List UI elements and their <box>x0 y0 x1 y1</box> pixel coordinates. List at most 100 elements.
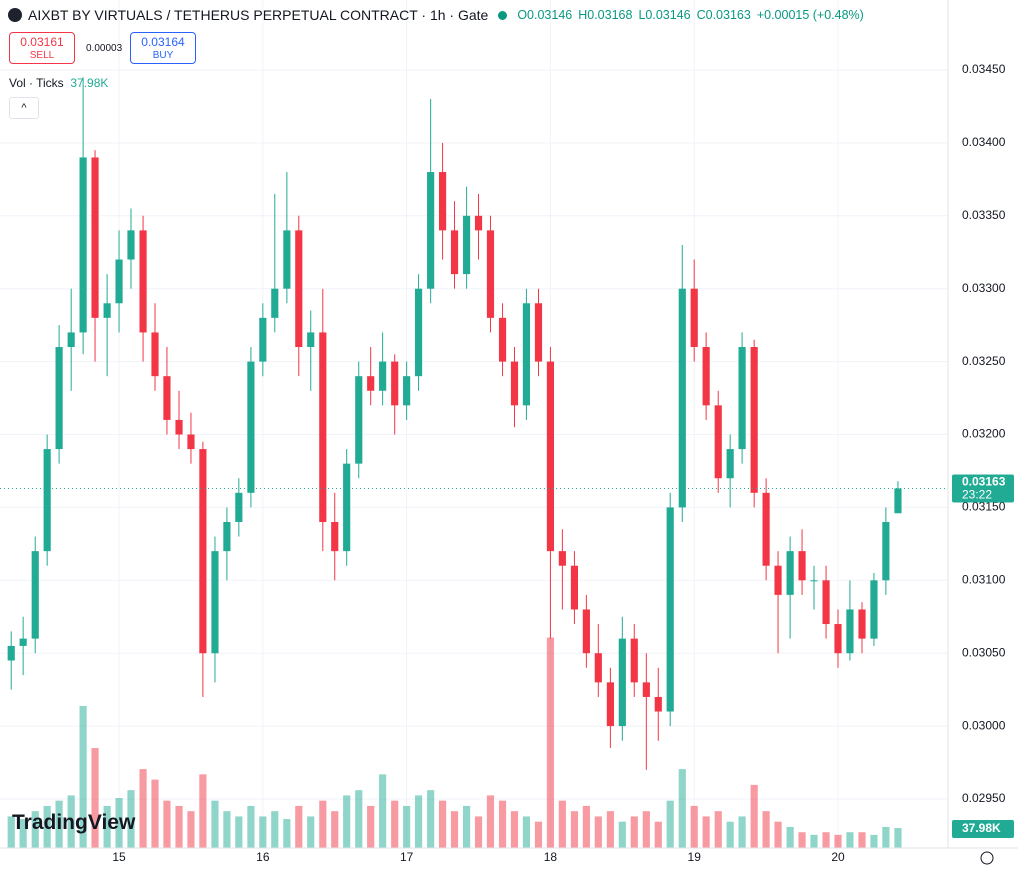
candle-body <box>439 172 447 231</box>
last-price-label: 0.03163 <box>962 475 1006 489</box>
y-tick-label: 0.03300 <box>962 281 1006 295</box>
volume-bar <box>534 821 543 848</box>
candle-body <box>690 288 698 348</box>
volume-bar <box>654 821 662 848</box>
candle-body <box>750 347 758 493</box>
volume-bar <box>211 800 219 848</box>
y-tick-label: 0.03400 <box>962 135 1006 149</box>
sell-button[interactable]: 0.03161 SELL <box>9 32 75 64</box>
candle-body <box>726 449 734 479</box>
candle-body <box>894 488 902 514</box>
volume-bar <box>331 811 339 848</box>
candle-body <box>427 172 435 289</box>
volume-legend: Vol · Ticks 37.98K <box>9 76 108 90</box>
volume-bar <box>486 795 495 848</box>
x-tick-label: 19 <box>688 850 702 864</box>
candle-body <box>546 361 555 552</box>
volume-bar <box>319 800 327 848</box>
volume-bar <box>570 811 579 848</box>
volume-bar <box>427 790 435 848</box>
volume-bar <box>31 811 39 848</box>
volume-bar <box>834 834 842 848</box>
volume-bar <box>498 800 507 848</box>
volume-bar <box>714 811 722 848</box>
candle-body <box>379 361 387 391</box>
buy-button[interactable]: 0.03164 BUY <box>130 32 196 64</box>
candle-body <box>714 405 722 479</box>
volume-bar <box>439 800 447 848</box>
volume-bar <box>798 832 806 848</box>
candle-body <box>762 492 770 566</box>
candle-body <box>403 376 411 406</box>
sell-label: SELL <box>29 50 55 61</box>
ohlc-high: H0.03168 <box>578 8 633 22</box>
candle-body <box>331 521 339 552</box>
volume-bar <box>690 805 698 848</box>
volume-bar <box>786 826 794 848</box>
header: AIXBT BY VIRTUALS / TETHERUS PERPETUAL C… <box>8 7 864 23</box>
volume-bar <box>283 819 291 848</box>
settings-icon[interactable] <box>980 851 994 865</box>
y-tick-label: 0.03050 <box>962 645 1006 659</box>
logo: TradingView <box>12 811 135 835</box>
ohlc-close: C0.03163 <box>696 8 751 22</box>
plot <box>0 0 948 848</box>
sell-price: 0.03161 <box>20 35 64 49</box>
volume-bar <box>187 811 195 848</box>
candle-body <box>414 288 423 377</box>
candle-body <box>283 230 291 289</box>
candle-body <box>103 303 111 318</box>
volume-bar <box>115 798 123 848</box>
x-tick-label: 15 <box>112 850 126 864</box>
volume-bar <box>247 805 255 848</box>
candle-body <box>235 492 243 522</box>
volume-bar <box>666 800 674 848</box>
volume-bar <box>223 811 231 848</box>
candle-body <box>271 288 279 318</box>
candle-body <box>307 332 315 348</box>
ohlc-low: L0.03146 <box>638 8 691 22</box>
y-tick-label: 0.03200 <box>962 427 1006 441</box>
logo-text: TradingView <box>12 811 136 834</box>
y-tick-label: 0.03000 <box>962 718 1006 732</box>
candle-body <box>355 376 363 464</box>
candle-body <box>486 230 495 318</box>
volume-bar <box>738 816 746 848</box>
candle-body <box>882 521 890 581</box>
countdown: 23:22 <box>962 488 992 502</box>
volume-bar <box>271 811 279 848</box>
candle-body <box>570 565 579 610</box>
volume-bar <box>91 748 99 848</box>
ohlc-change: +0.00015 (+0.48%) <box>756 8 864 22</box>
volume-bar <box>259 816 267 848</box>
candle-body <box>127 230 135 260</box>
candle-body <box>43 449 51 552</box>
volume-bar <box>43 805 51 848</box>
volume-bar <box>151 779 159 848</box>
candle-body <box>450 230 459 275</box>
candle-body <box>295 230 303 348</box>
volume-bar <box>295 805 303 848</box>
collapse-button[interactable]: ^ <box>9 97 39 119</box>
y-tick-label: 0.03250 <box>962 354 1006 368</box>
candle-body <box>654 696 662 712</box>
candle-body <box>774 565 782 595</box>
candle-body <box>786 551 794 595</box>
volume-bar <box>307 816 315 848</box>
volume-bar <box>858 832 866 848</box>
volume-bar <box>894 828 902 848</box>
candle-body <box>534 303 543 362</box>
candle-body <box>630 638 638 683</box>
volume-bar <box>163 800 171 848</box>
volume-bar <box>474 816 483 848</box>
candle-body <box>606 682 614 727</box>
candle-body <box>522 303 530 406</box>
candle-body <box>115 259 123 304</box>
buy-label: BUY <box>152 50 174 61</box>
volume-name: Vol · Ticks <box>9 76 64 90</box>
symbol: AIXBT BY VIRTUALS / TETHERUS PERPETUAL C… <box>28 7 489 23</box>
candle-body <box>702 347 710 406</box>
candle-body <box>139 230 147 333</box>
